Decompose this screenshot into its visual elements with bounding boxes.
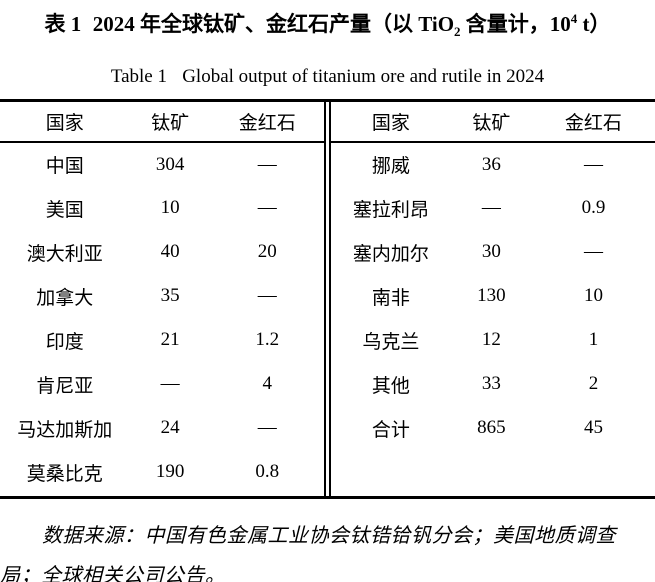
cell-country: 莫桑比克	[26, 463, 103, 485]
table-row: 加拿大 35 —	[0, 274, 324, 318]
cell-rutile: —	[257, 197, 277, 219]
cell-rutile: 20	[257, 241, 277, 263]
cell-titanium-ore: 865	[477, 417, 506, 439]
cell-rutile: 2	[588, 373, 599, 395]
caption-zh-text: 2024 年全球钛矿、金红石产量（以 TiO	[92, 12, 455, 36]
cell-titanium-ore: 10	[160, 197, 180, 219]
col-header-titanium-ore: 钛矿	[129, 102, 211, 144]
cell-titanium-ore: 190	[155, 461, 185, 483]
caption-zh-label: 表 1	[44, 12, 82, 36]
cell-rutile: 45	[583, 417, 603, 439]
cell-titanium-ore: 40	[160, 241, 180, 263]
cell-titanium-ore: 304	[155, 153, 185, 175]
table-left-header: 国家 钛矿 金红石	[0, 102, 324, 144]
cell-rutile: —	[583, 153, 603, 175]
cell-rutile: —	[583, 241, 603, 263]
caption-zh-text2: 含量计，10	[460, 12, 571, 36]
caption-zh-superscript: 4	[570, 11, 578, 26]
table-row: 塞内加尔 30 —	[331, 230, 655, 274]
cell-titanium-ore: 35	[160, 285, 180, 307]
table-right-header: 国家 钛矿 金红石	[331, 102, 655, 144]
table-row: 中国 304 —	[0, 142, 324, 186]
table-row: 挪威 36 —	[331, 142, 655, 186]
cell-titanium-ore: 12	[481, 329, 501, 351]
cell-titanium-ore: 33	[481, 373, 501, 395]
cell-country: 塞拉利昂	[352, 199, 429, 221]
col-header-titanium-ore: 钛矿	[450, 102, 532, 144]
cell-titanium-ore: 21	[160, 329, 180, 351]
table-left: 国家 钛矿 金红石 中国 304 — 美国 10 —	[0, 102, 324, 494]
cell-country: 其他	[371, 375, 410, 397]
table-row: 塞拉利昂 — 0.9	[331, 186, 655, 230]
cell-titanium-ore: 130	[477, 285, 506, 307]
table-caption-zh: 表 1 2024 年全球钛矿、金红石产量（以 TiO2 含量计，104 t）	[0, 0, 655, 47]
table-right: 国家 钛矿 金红石 挪威 36 — 塞拉利昂 — 0.9	[331, 102, 655, 450]
production-table: 国家 钛矿 金红石 中国 304 — 美国 10 —	[0, 99, 655, 500]
table-row: 澳大利亚 40 20	[0, 230, 324, 274]
table-row: 马达加斯加 24 —	[0, 406, 324, 450]
caption-en-text: Global output of titanium ore and rutile…	[182, 66, 545, 88]
col-header-rutile: 金红石	[531, 102, 655, 144]
cell-rutile: 0.9	[581, 197, 606, 219]
cell-rutile: 4	[262, 373, 273, 395]
table-row: 乌克兰 12 1	[331, 318, 655, 362]
col-header-country: 国家	[0, 102, 130, 144]
cell-country: 马达加斯加	[17, 419, 113, 441]
table-row: 肯尼亚 — 4	[0, 362, 324, 406]
cell-titanium-ore: 30	[481, 241, 501, 263]
table-right-half: 国家 钛矿 金红石 挪威 36 — 塞拉利昂 — 0.9	[331, 102, 655, 496]
cell-country: 合计	[371, 419, 410, 441]
cell-country: 澳大利亚	[26, 243, 103, 265]
caption-zh-subscript: 2	[454, 24, 461, 40]
data-source-note: 数据来源：中国有色金属工业协会钛锆铪钒分会；美国地质调查局；全球相关公司公告。	[0, 525, 616, 582]
table-row: 合计 865 45	[331, 406, 655, 450]
cell-country: 印度	[45, 331, 84, 353]
col-header-rutile: 金红石	[210, 102, 324, 144]
table-caption-en: Table 1 Global output of titanium ore and…	[0, 64, 655, 89]
caption-en-label: Table 1	[110, 66, 167, 88]
cell-country: 南非	[371, 287, 410, 309]
table-divider-double-rule	[324, 102, 331, 497]
table-row: 南非 130 10	[331, 274, 655, 318]
col-header-country: 国家	[331, 102, 451, 144]
header-row: 国家 钛矿 金红石	[331, 102, 655, 144]
table-row: 其他 33 2	[331, 362, 655, 406]
cell-titanium-ore: 36	[481, 153, 501, 175]
table-left-half: 国家 钛矿 金红石 中国 304 — 美国 10 —	[0, 102, 324, 496]
cell-titanium-ore: —	[160, 373, 180, 395]
cell-country: 肯尼亚	[36, 375, 94, 397]
cell-rutile: —	[257, 153, 277, 175]
cell-rutile: 0.8	[255, 461, 280, 483]
table-row: 美国 10 —	[0, 186, 324, 230]
cell-titanium-ore: —	[481, 197, 501, 219]
cell-rutile: —	[257, 417, 277, 439]
cell-rutile: 1.2	[255, 329, 280, 351]
cell-rutile: —	[257, 285, 277, 307]
cell-titanium-ore: 24	[160, 417, 180, 439]
cell-country: 美国	[45, 199, 84, 221]
cell-country: 中国	[45, 156, 84, 178]
cell-rutile: 10	[583, 285, 603, 307]
caption-zh-text3: t）	[577, 12, 611, 36]
table-row: 印度 21 1.2	[0, 318, 324, 362]
cell-country: 加拿大	[36, 287, 94, 309]
table-row: 莫桑比克 190 0.8	[0, 450, 324, 494]
cell-country: 挪威	[371, 156, 410, 178]
header-row: 国家 钛矿 金红石	[0, 102, 324, 144]
cell-country: 乌克兰	[362, 331, 420, 353]
cell-country: 塞内加尔	[352, 243, 429, 265]
cell-rutile: 1	[588, 329, 599, 351]
